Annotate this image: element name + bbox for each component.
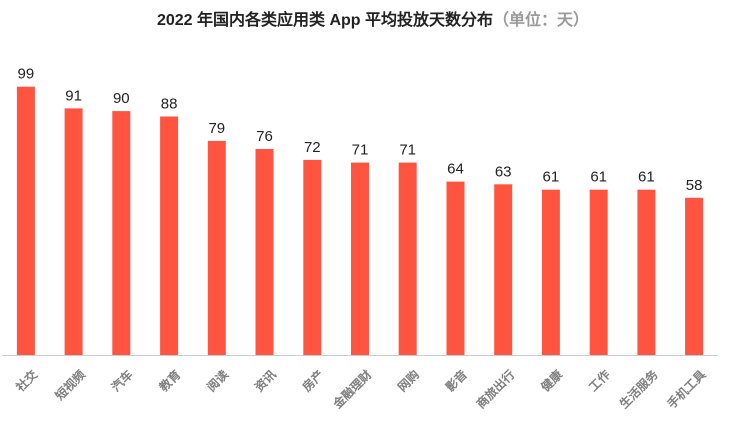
data-label-13: 61 (590, 169, 607, 186)
data-label-11: 63 (495, 163, 512, 180)
data-label-1: 99 (18, 66, 35, 83)
category-label-8: 金融理财 (329, 367, 374, 412)
category-label-4: 教育 (155, 367, 183, 395)
category-label-2: 短视频 (52, 367, 88, 403)
data-label-5: 79 (208, 120, 225, 137)
bar-15 (685, 197, 704, 355)
bar-13 (589, 189, 608, 355)
category-label-15: 手机工具 (664, 367, 709, 412)
category-label-13: 工作 (585, 367, 613, 395)
bar-12 (541, 189, 560, 355)
data-label-14: 61 (638, 169, 655, 186)
data-label-7: 72 (304, 139, 321, 156)
bar-7 (303, 159, 322, 355)
bar-10 (446, 181, 465, 355)
data-label-9: 71 (399, 142, 416, 159)
data-label-3: 90 (113, 90, 130, 107)
chart-title-unit: （单位：天） (493, 12, 590, 29)
data-label-8: 71 (352, 142, 369, 159)
category-label-6: 资讯 (251, 367, 279, 395)
category-label-5: 阅读 (204, 367, 232, 395)
category-label-11: 商旅出行 (473, 367, 518, 412)
bar-2 (64, 108, 83, 356)
data-label-12: 61 (543, 169, 560, 186)
data-label-4: 88 (161, 96, 178, 113)
bar-14 (637, 189, 656, 355)
category-label-14: 生活服务 (616, 366, 661, 411)
bar-8 (351, 162, 369, 355)
chart-title-block: 2022 年国内各类应用类 App 平均投放天数分布（单位：天） (0, 6, 746, 30)
category-label-3: 汽车 (108, 367, 136, 395)
data-label-10: 64 (447, 161, 464, 178)
bar-6 (255, 149, 274, 355)
bar-1 (16, 86, 35, 355)
bar-9 (398, 162, 417, 355)
data-label-15: 58 (686, 177, 703, 194)
category-label-9: 网购 (394, 367, 422, 395)
category-label-12: 健康 (538, 366, 566, 394)
bar-11 (494, 184, 513, 355)
category-label-1: 社交 (12, 367, 40, 395)
data-label-6: 76 (256, 128, 273, 145)
bar-4 (160, 116, 179, 355)
bar-3 (112, 111, 131, 355)
category-label-10: 影音 (442, 367, 470, 395)
category-label-7: 房产 (299, 367, 327, 395)
data-label-2: 91 (65, 87, 82, 104)
chart-title: 2022 年国内各类应用类 App 平均投放天数分布 (156, 12, 494, 29)
bar-5 (207, 140, 226, 355)
